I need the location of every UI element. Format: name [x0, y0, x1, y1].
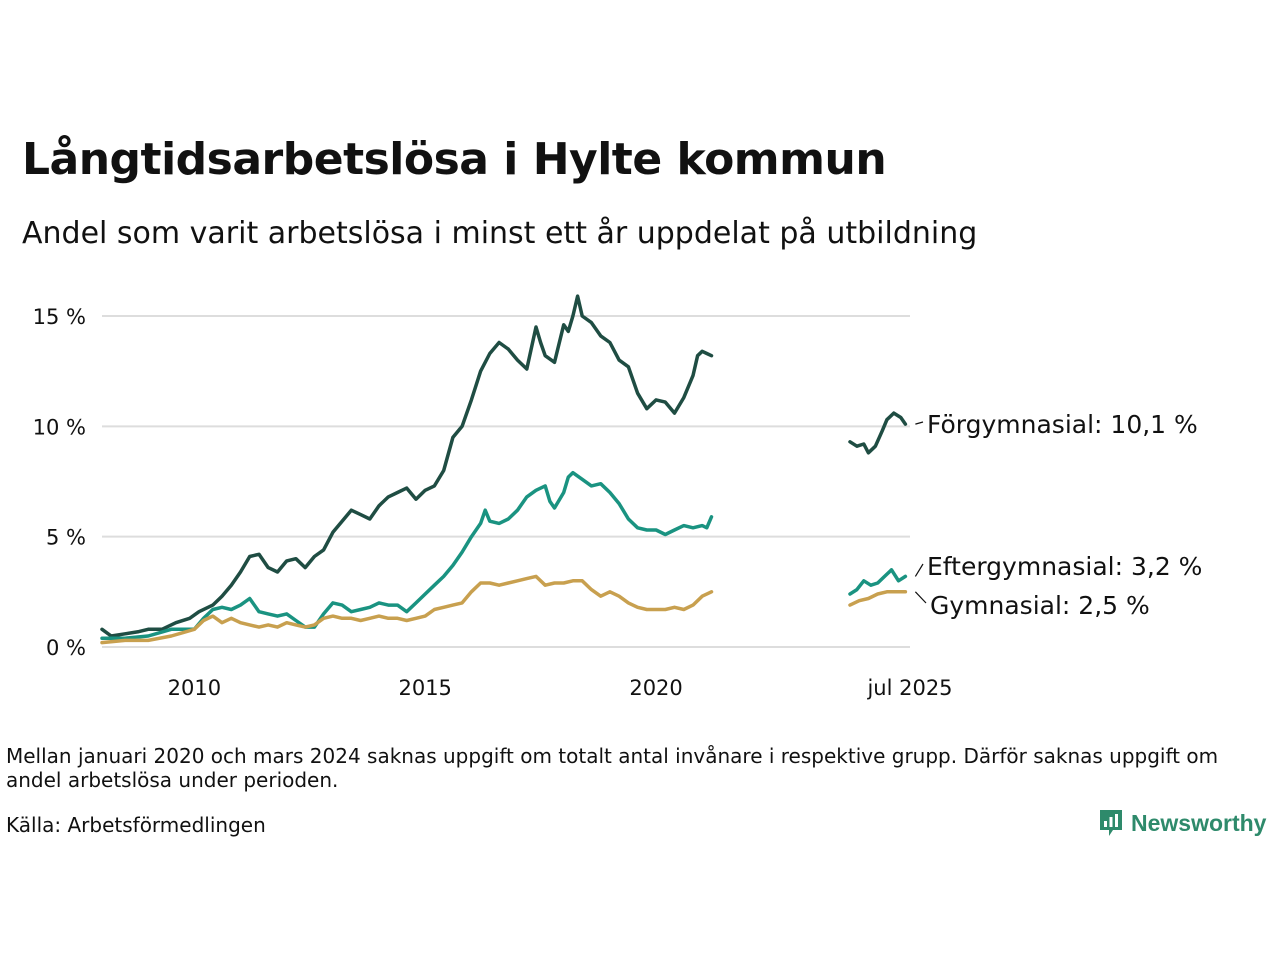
y-tick-label: 0 % [46, 636, 86, 660]
y-tick-label: 15 % [33, 305, 86, 329]
gridlines [102, 315, 910, 648]
series-line [100, 470, 714, 640]
newsworthy-logo: Newsworthy [1098, 808, 1266, 838]
footnote: Mellan januari 2020 och mars 2024 saknas… [6, 744, 1219, 792]
series-lines [100, 294, 908, 645]
bar-chart-logo-icon [1100, 810, 1122, 836]
series-end-labels: Förgymnasial: 10,1 % Eftergymnasial: 3,2 … [914, 410, 1202, 620]
series-end-label: Eftergymnasial: 3,2 % [927, 552, 1202, 581]
source-note: Källa: Arbetsförmedlingen [6, 813, 266, 837]
label-connector [914, 591, 927, 604]
label-connector [914, 563, 924, 577]
label-connector [915, 421, 924, 425]
chart-title: Långtidsarbetslösa i Hylte kommun [22, 134, 887, 185]
series-line [100, 574, 714, 645]
y-axis-ticks: 0 % 5 % 10 % 15 % [33, 305, 86, 660]
brand-name: Newsworthy [1131, 809, 1267, 836]
series-line [848, 568, 908, 596]
x-tick-label: 2020 [629, 676, 682, 700]
x-tick-label: jul 2025 [866, 676, 952, 700]
y-tick-label: 5 % [46, 526, 86, 550]
x-axis-ticks: 2010 2015 2020 jul 2025 [168, 676, 953, 700]
series-line [848, 411, 908, 455]
y-tick-label: 10 % [33, 415, 86, 439]
x-tick-label: 2015 [398, 676, 451, 700]
series-line [848, 590, 908, 607]
x-tick-label: 2010 [168, 676, 221, 700]
series-end-label: Förgymnasial: 10,1 % [927, 410, 1198, 439]
series-line [100, 294, 714, 638]
chart-subtitle: Andel som varit arbetslösa i minst ett å… [22, 216, 978, 251]
series-end-label: Gymnasial: 2,5 % [930, 591, 1150, 620]
